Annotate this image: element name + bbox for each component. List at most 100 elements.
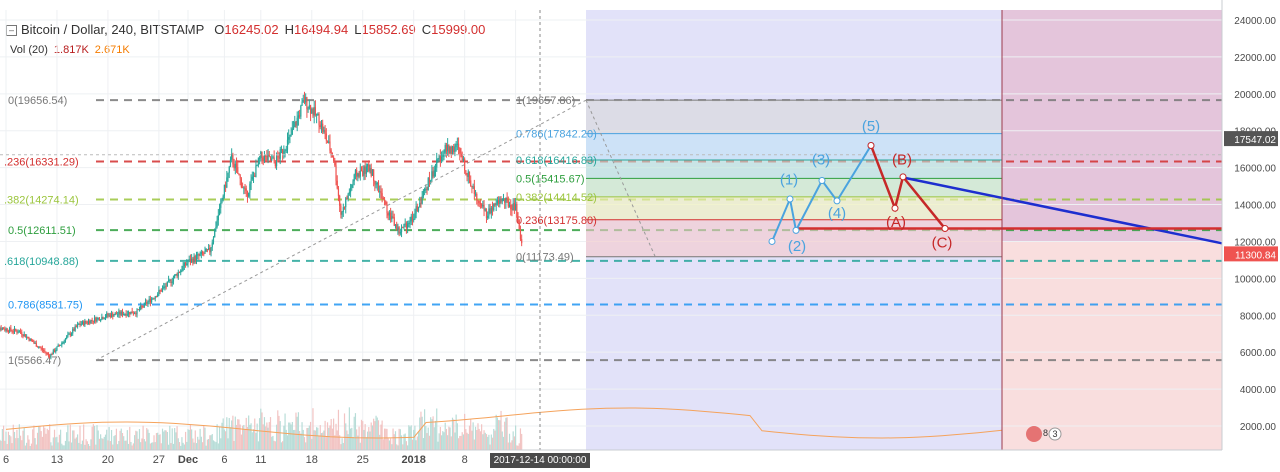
volume-bar bbox=[30, 443, 33, 450]
candle-body bbox=[123, 314, 125, 316]
wave-point bbox=[941, 225, 949, 233]
volume-bar bbox=[273, 440, 275, 450]
volume-bar bbox=[231, 420, 233, 450]
time-tick-label: Dec bbox=[178, 454, 198, 466]
candle-body bbox=[516, 203, 518, 218]
candle-body bbox=[386, 204, 388, 214]
candle-body bbox=[364, 166, 366, 174]
candle-body bbox=[158, 290, 160, 295]
price-tick-label: 2000.00 bbox=[1240, 422, 1277, 433]
volume-bar bbox=[498, 420, 500, 450]
volume-bar bbox=[28, 439, 30, 450]
candle-body bbox=[348, 192, 350, 194]
candle-body bbox=[56, 346, 58, 351]
volume-bar bbox=[421, 416, 423, 450]
volume-bar bbox=[107, 440, 109, 450]
candle-body bbox=[208, 247, 210, 250]
candle-body bbox=[380, 191, 382, 194]
candle-body bbox=[129, 311, 131, 315]
volume-bar bbox=[346, 430, 348, 450]
volume-bar bbox=[374, 421, 376, 450]
volume-bar bbox=[377, 420, 380, 450]
candle-body bbox=[500, 198, 502, 202]
volume-bar bbox=[90, 439, 92, 450]
volume-bar bbox=[322, 432, 324, 450]
candle-body bbox=[140, 305, 142, 310]
volume-bar bbox=[489, 444, 491, 450]
volume-bar bbox=[87, 443, 90, 450]
candle-body bbox=[282, 149, 284, 154]
candle-body bbox=[449, 146, 451, 154]
candle-body bbox=[335, 165, 337, 181]
candle-body bbox=[266, 155, 268, 161]
volume-bar bbox=[226, 417, 228, 450]
volume-bar bbox=[471, 430, 473, 450]
candle-body bbox=[305, 97, 307, 103]
volume-bar bbox=[349, 428, 352, 450]
elliott-label: (3) bbox=[812, 151, 830, 168]
candle-body bbox=[160, 290, 162, 292]
candle-body bbox=[136, 309, 138, 315]
volume-bar bbox=[428, 435, 431, 450]
volume-bar bbox=[470, 419, 472, 450]
time-tick-label: 27 bbox=[153, 454, 165, 466]
volume-bar bbox=[67, 425, 69, 450]
volume-bar bbox=[126, 430, 128, 450]
candle-body bbox=[177, 272, 179, 277]
candle-body bbox=[120, 311, 122, 315]
volume-bar bbox=[300, 433, 302, 450]
candle-body bbox=[17, 332, 19, 334]
low-label: L bbox=[354, 22, 362, 37]
resistance-trendline bbox=[899, 175, 1223, 245]
time-tick-label: 18 bbox=[306, 454, 318, 466]
candle-body bbox=[501, 198, 503, 202]
volume-bar bbox=[144, 441, 147, 450]
volume-bar bbox=[29, 445, 31, 450]
volume-bar bbox=[512, 431, 514, 450]
candle-body bbox=[368, 163, 370, 172]
candle-body bbox=[319, 125, 321, 128]
volume-bar bbox=[242, 425, 244, 450]
candle-body bbox=[437, 159, 439, 161]
volume-bar bbox=[358, 426, 360, 450]
candle-body bbox=[175, 273, 177, 275]
volume-bar bbox=[176, 426, 178, 450]
candle-body bbox=[363, 166, 365, 176]
candle-body bbox=[425, 188, 427, 190]
volume-bar bbox=[314, 430, 316, 450]
candle-body bbox=[186, 263, 188, 265]
volume-bar bbox=[45, 433, 47, 450]
volume-bar bbox=[238, 419, 240, 450]
volume-bar bbox=[206, 439, 209, 450]
volume-bar bbox=[407, 445, 409, 450]
volume-bar bbox=[290, 424, 292, 450]
candle-body bbox=[383, 199, 386, 202]
volume-bar bbox=[4, 440, 6, 450]
candle-body bbox=[483, 204, 485, 211]
volume-bar bbox=[121, 433, 124, 450]
candle-body bbox=[451, 146, 454, 155]
volume-bar bbox=[280, 442, 283, 450]
volume-bar bbox=[39, 426, 41, 450]
candle-body bbox=[221, 199, 223, 203]
volume-bar bbox=[424, 409, 426, 450]
volume-bar bbox=[269, 417, 272, 450]
volume-bar bbox=[132, 443, 134, 450]
volume-bar bbox=[248, 415, 250, 450]
candle-body bbox=[130, 311, 132, 315]
volume-bar bbox=[171, 428, 173, 450]
candle-body bbox=[433, 170, 435, 177]
candle-body bbox=[73, 329, 75, 331]
candle-body bbox=[163, 286, 165, 289]
candle-body bbox=[387, 213, 389, 216]
candle-body bbox=[85, 321, 87, 323]
volume-bar bbox=[385, 428, 387, 450]
candle-body bbox=[216, 220, 218, 227]
candle-body bbox=[84, 321, 86, 326]
volume-bar bbox=[160, 443, 162, 450]
volume-bar bbox=[95, 444, 97, 450]
volume-bar bbox=[44, 427, 46, 450]
volume-bar bbox=[482, 434, 484, 450]
volume-bar bbox=[26, 442, 28, 450]
